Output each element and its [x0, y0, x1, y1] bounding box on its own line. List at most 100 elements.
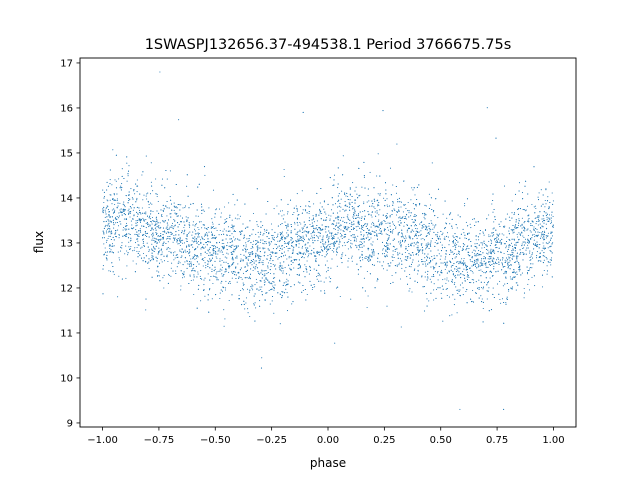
data-point [471, 251, 473, 253]
data-point [379, 175, 381, 177]
data-point [264, 284, 266, 286]
data-point [493, 234, 495, 236]
data-point [511, 254, 513, 256]
data-point [550, 231, 552, 233]
data-point [174, 206, 176, 208]
data-point [294, 223, 296, 225]
data-point [106, 259, 108, 261]
data-point [234, 239, 236, 241]
data-point [252, 254, 254, 256]
data-point [245, 246, 247, 248]
data-point [378, 202, 380, 204]
data-point [149, 218, 152, 220]
data-point [333, 251, 335, 253]
data-point [527, 238, 529, 240]
data-point [308, 273, 310, 275]
data-point [211, 268, 213, 270]
data-point [389, 167, 392, 169]
data-point [510, 242, 513, 244]
data-point [236, 218, 238, 220]
data-point [389, 228, 392, 230]
data-point [264, 299, 266, 301]
data-point [543, 222, 545, 224]
data-point [370, 255, 372, 257]
data-point [410, 225, 412, 227]
data-point [113, 211, 115, 213]
data-point [190, 244, 193, 246]
data-point [240, 267, 242, 269]
data-point [272, 248, 274, 250]
data-point [187, 263, 189, 265]
data-point [139, 221, 142, 224]
data-point [218, 248, 220, 250]
data-point [515, 224, 517, 226]
data-point [225, 220, 227, 223]
data-point [221, 259, 223, 262]
data-point [320, 210, 322, 213]
data-point [176, 254, 178, 256]
data-point [418, 251, 420, 253]
data-point [269, 272, 272, 275]
data-point [287, 280, 289, 282]
data-point [424, 271, 426, 273]
data-point [543, 248, 545, 250]
data-point [267, 267, 269, 269]
data-point [429, 204, 432, 206]
data-point [374, 207, 376, 210]
data-point [169, 213, 171, 215]
data-point [235, 238, 237, 240]
data-point [240, 258, 242, 260]
data-point [109, 247, 111, 250]
data-point [355, 238, 358, 240]
data-point [466, 276, 468, 278]
data-point [306, 212, 308, 214]
data-point [142, 199, 144, 201]
data-point [159, 239, 162, 241]
data-point [286, 232, 288, 234]
data-point [275, 244, 277, 246]
data-point [174, 212, 176, 214]
data-point [451, 314, 453, 316]
data-point [264, 230, 266, 232]
data-point [347, 217, 349, 219]
data-point [463, 257, 465, 260]
data-point [353, 212, 355, 214]
data-point [483, 234, 485, 236]
data-point [240, 230, 242, 232]
data-point [260, 226, 262, 228]
data-point [552, 200, 554, 202]
data-point [508, 256, 510, 258]
data-point [376, 175, 378, 177]
data-point [509, 239, 511, 241]
data-point [544, 255, 546, 257]
data-point [171, 222, 174, 224]
data-point [302, 284, 304, 287]
data-point [428, 193, 430, 195]
data-point [526, 229, 528, 231]
data-point [483, 246, 485, 249]
data-point [193, 293, 195, 296]
data-point [237, 245, 239, 247]
data-point [317, 231, 319, 233]
data-point [201, 206, 203, 208]
data-point [545, 256, 547, 259]
data-point [487, 253, 489, 255]
data-point [401, 217, 403, 219]
data-point [142, 238, 145, 240]
data-point [208, 207, 210, 209]
data-point [173, 239, 175, 241]
data-point [278, 266, 280, 268]
data-point [341, 190, 343, 192]
data-point [515, 244, 517, 246]
data-point [334, 217, 337, 219]
data-point [359, 217, 361, 219]
data-point [321, 255, 323, 257]
data-point [170, 275, 172, 277]
data-point [491, 259, 493, 261]
data-point [173, 202, 175, 204]
data-point [452, 245, 454, 248]
data-point [451, 281, 453, 283]
data-point [102, 210, 104, 212]
data-point [109, 270, 112, 272]
data-point [367, 188, 369, 190]
